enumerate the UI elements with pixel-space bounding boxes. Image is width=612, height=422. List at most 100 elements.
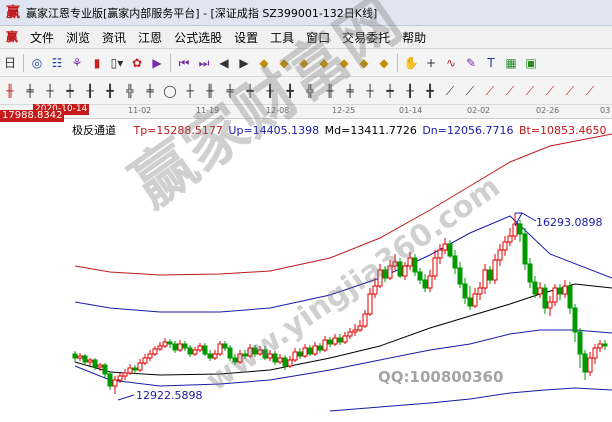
calendar-icon[interactable]: ▦ (505, 55, 517, 70)
menu-settings[interactable]: 设置 (234, 30, 259, 45)
bar-17-icon[interactable]: ╪ (346, 83, 354, 98)
candle-body (517, 223, 523, 235)
diamond-1-icon[interactable]: ◆ (259, 55, 269, 70)
hand-icon[interactable]: ✋ (403, 55, 419, 70)
candle (297, 348, 303, 359)
right-arrow-icon[interactable]: ▶ (239, 55, 249, 70)
diamond-6-icon[interactable]: ◆ (359, 55, 369, 70)
bar-15-icon[interactable]: ╬ (306, 83, 314, 98)
left-arrow-icon[interactable]: ◀ (219, 55, 229, 70)
bar-5-icon[interactable]: ╂ (86, 83, 94, 98)
candle (137, 359, 143, 372)
window-icon[interactable]: ▣ (525, 55, 537, 70)
menu-gann[interactable]: 江恩 (138, 30, 163, 45)
candle (122, 369, 128, 380)
first-icon[interactable]: ⏮ (178, 55, 190, 70)
chart-type-icon[interactable]: ◎ (31, 55, 43, 70)
candle-body (372, 285, 378, 295)
fan-8-icon[interactable]: ⟋ (585, 83, 595, 98)
bar-select-button[interactable]: ▯▾ (110, 55, 124, 70)
period-select-button[interactable]: 日▾ (3, 55, 16, 90)
menu-trade[interactable]: 交易委托 (342, 30, 391, 45)
diamond-7-icon[interactable]: ◆ (379, 55, 389, 70)
menu-browse[interactable]: 浏览 (66, 30, 91, 45)
candle-body (72, 353, 78, 359)
candle (252, 345, 258, 357)
menu-help[interactable]: 帮助 (402, 30, 427, 45)
text-icon[interactable]: T (487, 55, 495, 70)
menu-tools[interactable]: 工具 (270, 30, 295, 45)
draw-icon[interactable]: ✎ (465, 55, 477, 70)
candle (602, 340, 608, 350)
candle (287, 356, 293, 368)
crosshair-icon[interactable]: + (425, 55, 437, 70)
legend-bt: Bt=10853.4650 (518, 124, 607, 137)
bar-18-icon[interactable]: ┼ (366, 83, 374, 98)
fan-7-icon[interactable]: ⟋ (565, 83, 575, 98)
bar-10-icon[interactable]: ╫ (206, 83, 214, 98)
fan-6-icon[interactable]: ⟋ (545, 83, 555, 98)
candle-body (87, 359, 93, 363)
candle-body (512, 223, 518, 237)
circle-icon[interactable]: ◯ (163, 83, 177, 98)
fan-4-icon[interactable]: ⟋ (505, 83, 515, 98)
fan-3-icon[interactable]: ⟋ (485, 83, 495, 98)
bt-line (329, 387, 612, 412)
candle (562, 280, 568, 298)
bar-3-icon[interactable]: ┼ (46, 83, 54, 98)
bar-6-icon[interactable]: ╋ (106, 83, 114, 98)
candle-body (252, 347, 258, 355)
bar-chart-icon[interactable]: ▮ (93, 55, 101, 70)
bar-1-icon[interactable]: ╫ (6, 83, 14, 98)
menu-info[interactable]: 资讯 (102, 30, 127, 45)
bar-19-icon[interactable]: ┿ (386, 83, 394, 98)
bar-20-icon[interactable]: ╂ (406, 83, 414, 98)
menu-logo-icon[interactable]: 赢 (5, 30, 18, 44)
candle (497, 244, 503, 266)
curve-icon[interactable]: ∿ (445, 55, 457, 70)
diamond-3-icon[interactable]: ◆ (299, 55, 309, 70)
candle (197, 343, 203, 352)
legend-md: Md=13411.7726 (324, 124, 417, 137)
candle (267, 350, 273, 361)
bar-13-icon[interactable]: ╂ (266, 83, 274, 98)
candle (502, 236, 508, 256)
candle-body (492, 259, 498, 281)
diamond-2-icon[interactable]: ◆ (279, 55, 289, 70)
bar-9-icon[interactable]: ┼ (186, 83, 194, 98)
date-label: 12-08 (266, 106, 290, 115)
candle-icon[interactable]: ☷ (51, 55, 63, 70)
bar-4-icon[interactable]: ┿ (66, 83, 74, 98)
fan-2-icon[interactable]: ⟋ (465, 83, 475, 98)
diamond-4-icon[interactable]: ◆ (319, 55, 329, 70)
candle (232, 354, 238, 365)
candle (152, 346, 158, 356)
candle (467, 286, 473, 310)
menu-window[interactable]: 窗口 (306, 30, 331, 45)
candle (127, 364, 133, 375)
last-icon[interactable]: ⏭ (198, 55, 210, 70)
candle (322, 336, 328, 352)
indicator-icon[interactable]: ⚘ (71, 55, 83, 70)
candle-body (322, 339, 328, 351)
candle (487, 266, 493, 284)
candle-body (282, 357, 288, 367)
bar-12-icon[interactable]: ┿ (246, 83, 254, 98)
menu-formula-select[interactable]: 公式选股 (174, 30, 223, 45)
bar-14-icon[interactable]: ╋ (286, 83, 294, 98)
menu-file[interactable]: 文件 (30, 30, 55, 45)
gann-icon[interactable]: ✿ (131, 55, 143, 70)
bar-7-icon[interactable]: ╬ (126, 83, 134, 98)
fan-1-icon[interactable]: ⟋ (445, 83, 455, 98)
bar-16-icon[interactable]: ╫ (326, 83, 334, 98)
candle-body (507, 235, 513, 243)
candlestick-chart[interactable]: 16293.0898 12922.5898 (0, 118, 612, 422)
diamond-5-icon[interactable]: ◆ (339, 55, 349, 70)
bar-21-icon[interactable]: ╋ (426, 83, 434, 98)
bar-2-icon[interactable]: ╪ (26, 83, 34, 98)
watermark-qq: QQ:100800360 (378, 368, 504, 386)
bar-11-icon[interactable]: ╪ (226, 83, 234, 98)
flag-icon[interactable]: ▶ (152, 55, 162, 70)
fan-5-icon[interactable]: ⟋ (525, 83, 535, 98)
bar-8-icon[interactable]: ╪ (146, 83, 154, 98)
